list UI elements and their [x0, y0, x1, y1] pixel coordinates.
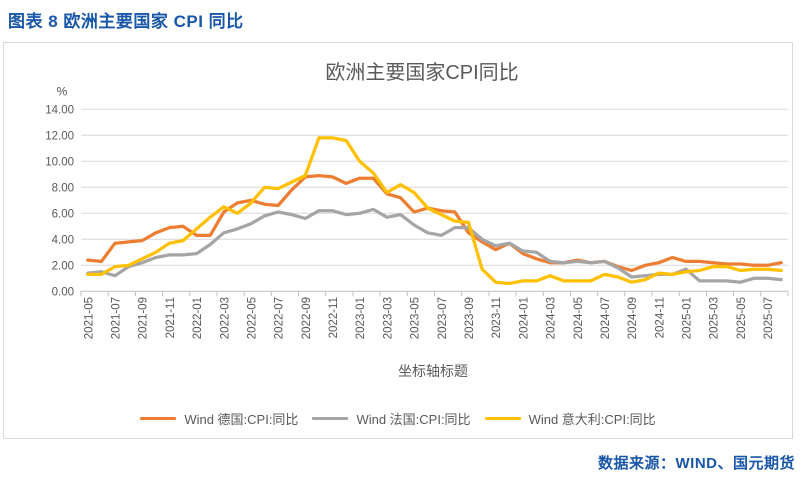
- series-line-italy: [86, 136, 783, 286]
- legend-swatch-germany: [140, 416, 177, 421]
- x-tick-label: 2024-09: [627, 297, 639, 339]
- legend-item-germany: Wind 德国:CPI:同比: [140, 409, 298, 428]
- data-source-note: 数据来源：WIND、国元期货: [598, 455, 795, 472]
- legend-swatch-france: [312, 416, 349, 421]
- y-axis-labels: 0.00 2.00 4.00 6.00 8.00 10.00 12.00 14.00: [45, 104, 74, 298]
- x-axis-labels: 2021-05 2021-07 2021-09 2021-11 2022-01 2022-…: [83, 297, 775, 339]
- gridlines: [81, 108, 788, 266]
- x-tick-label: 2023-01: [355, 297, 367, 339]
- legend-item-italy: Wind 意大利:CPI:同比: [484, 409, 656, 428]
- x-tick-label: 2022-09: [301, 297, 313, 339]
- y-tick-label: 12.00: [45, 130, 74, 142]
- x-tick-label: 2024-11: [654, 297, 666, 338]
- x-tick-label: 2022-03: [219, 297, 231, 339]
- chart-title: 欧洲主要国家CPI同比: [325, 62, 519, 84]
- x-tick-label: 2022-01: [192, 297, 204, 339]
- y-tick-label: 2.00: [52, 260, 74, 272]
- y-tick-label: 4.00: [52, 234, 74, 246]
- x-tick-label: 2025-01: [682, 297, 694, 339]
- x-tick-label: 2023-05: [410, 297, 422, 339]
- legend-swatch-italy: [484, 416, 521, 421]
- x-tick-label: 2024-05: [573, 297, 585, 339]
- x-tick-label: 2023-03: [382, 297, 394, 339]
- x-tick-label: 2021-09: [138, 297, 150, 339]
- chart-container: 0.00 2.00 4.00 6.00 8.00 10.00 12.00 14.00% 2021…: [3, 42, 793, 439]
- x-tick-label: 2023-07: [437, 297, 449, 339]
- x-tick-label: 2023-11: [491, 297, 503, 338]
- legend-item-france: Wind 法国:CPI:同比: [312, 409, 471, 428]
- x-tick-label: 2025-05: [736, 297, 748, 339]
- x-tick-label: 2022-07: [274, 297, 286, 339]
- y-tick-label: 6.00: [52, 208, 74, 220]
- x-tick-label: 2021-11: [165, 297, 177, 338]
- x-tick-label: 2025-03: [709, 297, 721, 339]
- x-tick-label: 2021-07: [111, 297, 123, 339]
- y-tick-label: 14.00: [45, 104, 74, 116]
- legend-label-italy: Wind 意大利:CPI:同比: [528, 412, 656, 427]
- y-tick-label: 10.00: [45, 156, 74, 168]
- x-tick-label: 2022-05: [247, 297, 259, 339]
- y-tick-label: 8.00: [52, 182, 74, 194]
- line-chart-plot: 0.00 2.00 4.00 6.00 8.00 10.00 12.00 14.00% 2021…: [45, 84, 789, 339]
- x-tick-label: 2024-01: [518, 297, 530, 339]
- x-axis-title: 坐标轴标题: [398, 363, 468, 379]
- x-tick-label: 2024-03: [546, 297, 558, 339]
- x-tick-label: 2023-09: [464, 297, 476, 339]
- series-line-germany: [86, 173, 783, 273]
- series-line-france: [86, 207, 783, 284]
- x-axis: [80, 290, 789, 297]
- x-tick-label: 2025-07: [763, 297, 775, 339]
- figure-caption: 图表 8 欧洲主要国家 CPI 同比: [8, 12, 244, 31]
- legend-label-france: Wind 法国:CPI:同比: [356, 412, 471, 427]
- x-tick-label: 2024-07: [600, 297, 612, 339]
- y-axis-unit-label: %: [57, 84, 68, 98]
- legend-label-germany: Wind 德国:CPI:同比: [184, 412, 299, 427]
- y-tick-label: 0.00: [52, 286, 74, 298]
- x-tick-label: 2022-11: [328, 297, 340, 338]
- chart-legend: Wind 德国:CPI:同比 Wind 法国:CPI:同比 Wind 意大利:CPI…: [4, 409, 792, 428]
- x-tick-label: 2021-05: [83, 297, 95, 339]
